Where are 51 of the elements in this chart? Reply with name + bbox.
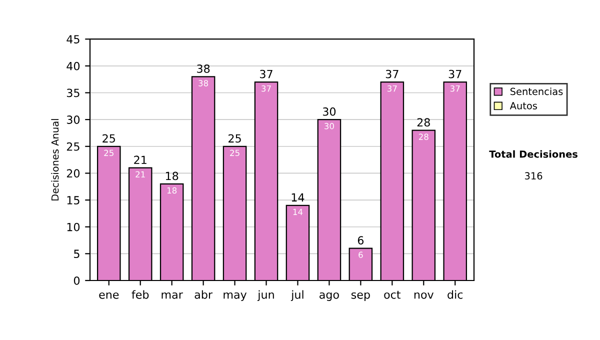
total-label: 30 [322,107,336,116]
y-tick-label: 25 [66,142,80,151]
total-label: 37 [386,70,398,78]
x-tick-label: may [224,292,247,301]
x-tick-label: sep [351,292,370,301]
y-tick-label: 0 [74,276,80,285]
text: Total Decisiones [489,150,578,158]
legend-label: Autos [510,102,537,110]
data-label: 25 [104,150,114,156]
y-tick-label: 35 [66,88,80,98]
total-label: 14 [292,193,304,202]
x-tick-label: feb [132,290,149,299]
y-axis-title: Decisiones Anual [51,119,59,200]
total-label: 6 [358,236,364,245]
data-label: 37 [450,85,460,92]
x-tick-label: oct [384,290,401,299]
total-label: 25 [228,134,241,143]
data-label: 21 [136,171,145,178]
x-tick-label: jul [290,290,304,301]
text: 316 [524,172,542,180]
data-label: 25 [230,150,240,156]
data-label: 6 [358,252,363,258]
y-tick-label: 40 [66,62,80,70]
total-label: 37 [448,70,462,78]
y-tick-label: 45 [66,35,80,44]
x-tick-label: mar [162,292,183,299]
y-tick-label: 20 [66,169,80,178]
legend-label: Sentencias [510,88,563,96]
total-label: 38 [197,64,210,73]
data-label: 37 [387,85,397,92]
x-tick-label: dic [448,290,463,299]
data-label: 38 [198,80,208,86]
y-tick-label: 5 [74,250,80,258]
data-label: 30 [324,122,334,130]
total-label: 28 [417,118,430,127]
data-label: 37 [262,85,271,92]
x-tick-label: nov [414,292,434,299]
x-tick-label: abr [194,290,213,299]
y-tick-label: 15 [67,196,80,204]
y-tick-label: 10 [67,222,80,232]
x-tick-label: jun [257,290,274,301]
total-label: 25 [102,134,115,143]
total-label: 21 [134,156,146,164]
x-tick-label: ene [99,292,119,299]
total-label: 37 [260,70,272,78]
y-tick-label: 30 [66,116,80,124]
total-label: 18 [166,172,178,180]
x-tick-label: ago [320,292,339,301]
data-label: 14 [293,208,303,215]
data-label: 28 [418,134,428,140]
data-label: 18 [167,187,177,194]
